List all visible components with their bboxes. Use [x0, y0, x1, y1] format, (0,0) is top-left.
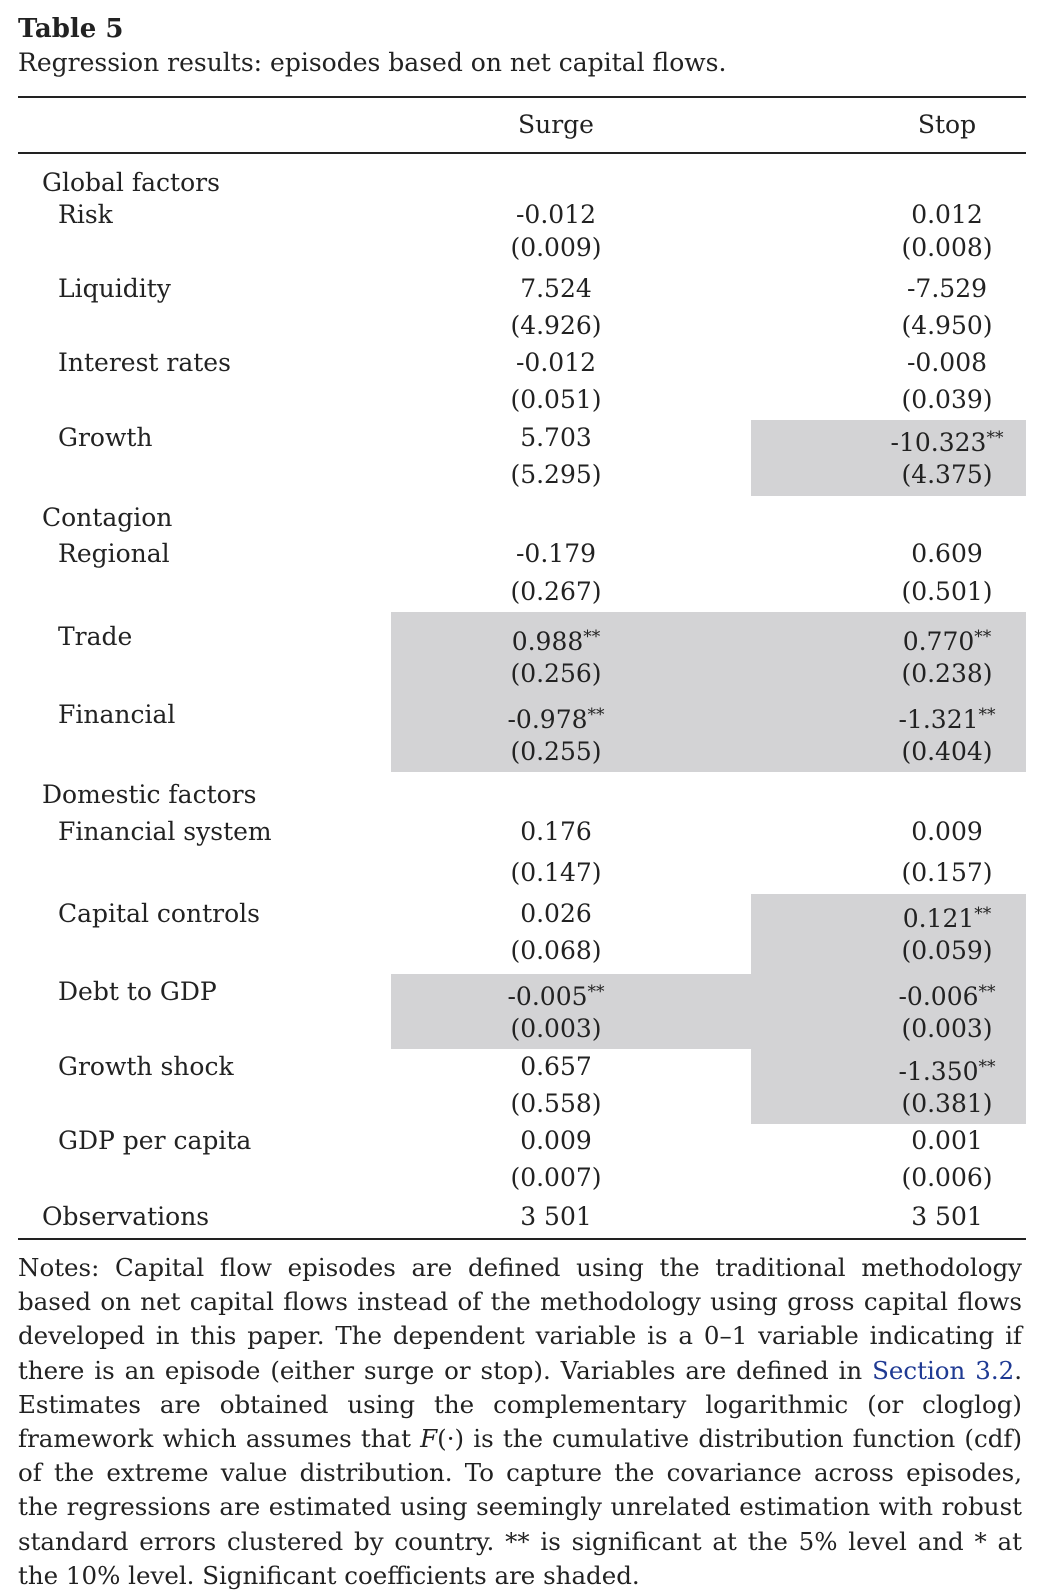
row-label: Financial system [58, 817, 272, 846]
coef-stop: -1.321** [898, 705, 996, 734]
coef-surge: 7.524 [520, 274, 592, 303]
observations-label: Observations [42, 1202, 210, 1231]
se-surge: (0.051) [510, 385, 602, 414]
coef-surge: 0.176 [520, 817, 592, 846]
se-surge: (0.009) [510, 233, 602, 262]
table-title: Table 5 [18, 14, 124, 44]
coef-surge: 0.026 [520, 899, 592, 928]
row-label: GDP per capita [58, 1126, 252, 1155]
significance-stars: ** [587, 982, 605, 1002]
coef-stop: -0.008 [906, 348, 988, 377]
significance-stars: ** [583, 627, 601, 647]
coef-stop: -1.350** [898, 1057, 996, 1086]
section-link[interactable]: Section 3.2 [872, 1355, 1015, 1385]
se-surge: (0.007) [510, 1163, 602, 1192]
se-stop: (4.375) [901, 460, 993, 489]
se-surge: (0.255) [510, 737, 602, 766]
row-label: Regional [58, 539, 170, 568]
coef-stop: 0.121** [902, 904, 992, 933]
row-label: Financial [58, 700, 176, 729]
observations-surge: 3 501 [520, 1202, 592, 1231]
se-stop: (4.950) [901, 311, 993, 340]
row-label: Risk [58, 200, 113, 229]
coef-stop: -7.529 [906, 274, 988, 303]
coef-stop: -10.323** [890, 428, 1004, 457]
significance-stars: ** [974, 904, 992, 924]
coef-stop: 0.770** [902, 627, 992, 656]
coef-surge: -0.005** [507, 982, 605, 1011]
row-label: Debt to GDP [58, 977, 217, 1006]
table-caption: Regression results: episodes based on ne… [18, 48, 727, 77]
se-stop: (0.157) [901, 858, 993, 887]
coef-surge: -0.012 [515, 200, 597, 229]
se-stop: (0.238) [901, 659, 993, 688]
coef-stop: 0.609 [911, 539, 983, 568]
coef-surge: -0.978** [507, 705, 605, 734]
coef-stop: 0.001 [911, 1126, 983, 1155]
se-stop: (0.381) [901, 1089, 993, 1118]
shade-growth-stop [751, 420, 1026, 496]
section-domestic-factors: Domestic factors [42, 780, 257, 809]
header-rule [18, 152, 1026, 154]
se-stop: (0.059) [901, 936, 993, 965]
shade-debt-gdp [391, 974, 1026, 1049]
shade-growth-shock-stop [751, 1049, 1026, 1124]
table-notes: Notes: Capital flow episodes are defined… [18, 1253, 1023, 1590]
row-label: Growth [58, 423, 153, 452]
coef-surge: 0.988** [511, 627, 601, 656]
se-stop: (0.404) [901, 737, 993, 766]
observations-stop: 3 501 [911, 1202, 983, 1231]
coef-surge: -0.179 [515, 539, 597, 568]
significance-stars: ** [587, 705, 605, 725]
shade-trade-financial [391, 612, 1026, 772]
coef-surge: -0.012 [515, 348, 597, 377]
function-symbol: F [420, 1424, 438, 1454]
row-label: Liquidity [58, 274, 171, 303]
section-contagion: Contagion [42, 503, 173, 532]
row-label: Interest rates [58, 348, 231, 377]
se-stop: (0.039) [901, 385, 993, 414]
significance-stars: ** [986, 428, 1004, 448]
significance-stars: ** [978, 1057, 996, 1077]
se-stop: (0.501) [901, 577, 993, 606]
se-stop: (0.008) [901, 233, 993, 262]
se-surge: (5.295) [510, 460, 602, 489]
header-stop: Stop [917, 110, 977, 139]
significance-stars: ** [978, 705, 996, 725]
coef-stop: 0.009 [911, 817, 983, 846]
row-label: Capital controls [58, 899, 260, 928]
shade-capital-controls-stop [751, 894, 1026, 974]
se-surge: (0.068) [510, 936, 602, 965]
coef-surge: 0.657 [520, 1052, 592, 1081]
header-surge: Surge [518, 110, 594, 139]
coef-stop: 0.012 [911, 200, 983, 229]
significance-stars: ** [978, 982, 996, 1002]
bottom-rule [18, 1238, 1026, 1240]
se-surge: (0.147) [510, 858, 602, 887]
row-label: Growth shock [58, 1052, 234, 1081]
se-surge: (0.267) [510, 577, 602, 606]
se-surge: (0.003) [510, 1014, 602, 1043]
section-global-factors: Global factors [42, 168, 220, 197]
se-stop: (0.003) [901, 1014, 993, 1043]
se-surge: (4.926) [510, 311, 602, 340]
coef-surge: 0.009 [520, 1126, 592, 1155]
row-label: Trade [58, 622, 133, 651]
top-rule [18, 96, 1026, 98]
coef-surge: 5.703 [520, 423, 592, 452]
se-surge: (0.558) [510, 1089, 602, 1118]
se-surge: (0.256) [510, 659, 602, 688]
significance-stars: ** [974, 627, 992, 647]
se-stop: (0.006) [901, 1163, 993, 1192]
coef-stop: -0.006** [898, 982, 996, 1011]
